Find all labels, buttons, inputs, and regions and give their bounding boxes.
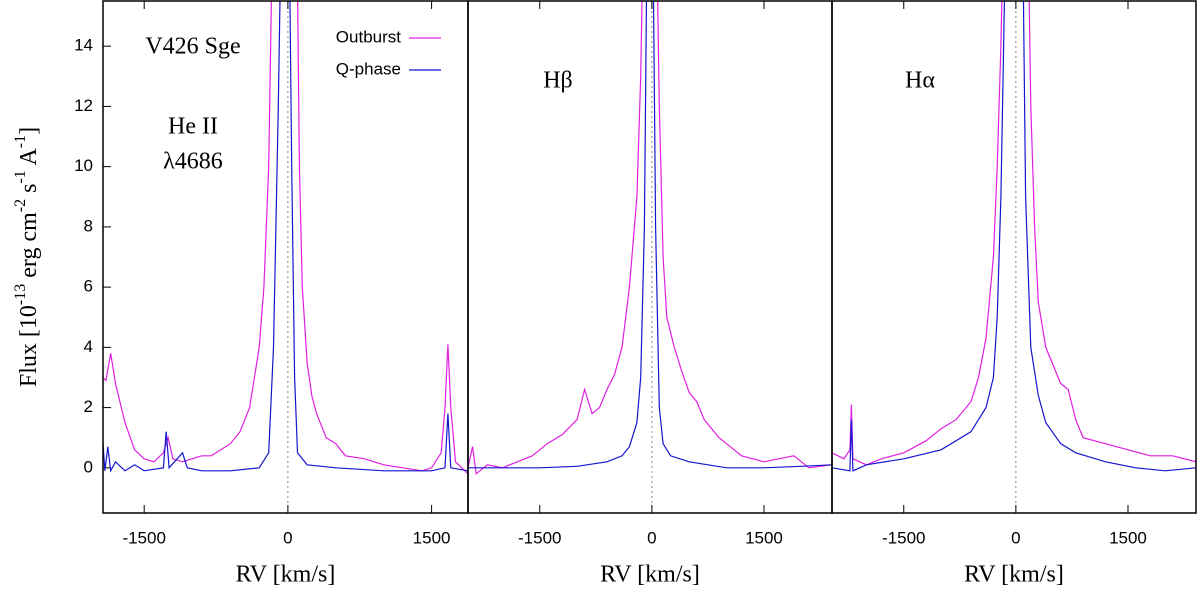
y-label-part: -13 bbox=[12, 284, 29, 305]
y-tick-label: 12 bbox=[74, 96, 93, 115]
line bbox=[832, 1, 1196, 466]
x-tick-label: 1500 bbox=[745, 528, 783, 547]
y-label-part: Flux [10 bbox=[16, 305, 42, 387]
line bbox=[832, 1, 1196, 472]
y-tick-label: 6 bbox=[84, 277, 93, 296]
annotation: Hα bbox=[905, 68, 935, 94]
y-tick-label: 8 bbox=[84, 216, 93, 235]
annotation: V426 Sge bbox=[145, 34, 240, 60]
plot-area bbox=[103, 1, 468, 475]
y-label-part: A bbox=[16, 148, 42, 171]
y-label-part: -2 bbox=[12, 199, 29, 212]
y-label-part: s bbox=[16, 184, 42, 199]
panel-frame bbox=[467, 0, 833, 514]
x-tick-label: 0 bbox=[283, 528, 292, 547]
plot-area bbox=[468, 1, 832, 475]
x-tick-label: 1500 bbox=[413, 528, 451, 547]
annotation: Hβ bbox=[543, 68, 573, 94]
legend-label: Outburst bbox=[336, 27, 401, 46]
annotation: He II bbox=[168, 114, 218, 140]
x-axis-label: RV [km/s] bbox=[236, 562, 336, 588]
panel-frame bbox=[102, 0, 469, 514]
y-tick-label: 14 bbox=[74, 36, 93, 55]
legend-label: Q-phase bbox=[336, 59, 401, 78]
line bbox=[103, 1, 468, 475]
y-label-part: -1 bbox=[12, 135, 29, 148]
x-tick-label: -1500 bbox=[882, 528, 925, 547]
panel-frame bbox=[831, 0, 1197, 514]
x-axis-label: RV [km/s] bbox=[600, 562, 700, 588]
annotation: λ4686 bbox=[163, 149, 223, 175]
line bbox=[468, 1, 832, 475]
x-tick-label: -1500 bbox=[518, 528, 561, 547]
x-tick-label: -1500 bbox=[122, 528, 165, 547]
y-label-part: -1 bbox=[12, 170, 29, 183]
y-tick-label: 4 bbox=[84, 337, 93, 356]
y-tick-label: 0 bbox=[84, 457, 93, 476]
y-axis-label: Flux [10-13 erg cm-2 s-1 A-1] bbox=[12, 127, 42, 387]
line bbox=[468, 1, 832, 469]
y-tick-label: 2 bbox=[84, 397, 93, 416]
x-tick-label: 0 bbox=[1011, 528, 1020, 547]
line bbox=[103, 1, 468, 473]
y-tick-label: 10 bbox=[74, 156, 93, 175]
x-tick-label: 1500 bbox=[1109, 528, 1147, 547]
x-tick-label: 0 bbox=[647, 528, 656, 547]
x-axis-label: RV [km/s] bbox=[964, 562, 1064, 588]
y-label-part: ] bbox=[16, 127, 42, 135]
y-label-part: erg cm bbox=[16, 212, 42, 284]
plot-area bbox=[832, 1, 1196, 472]
